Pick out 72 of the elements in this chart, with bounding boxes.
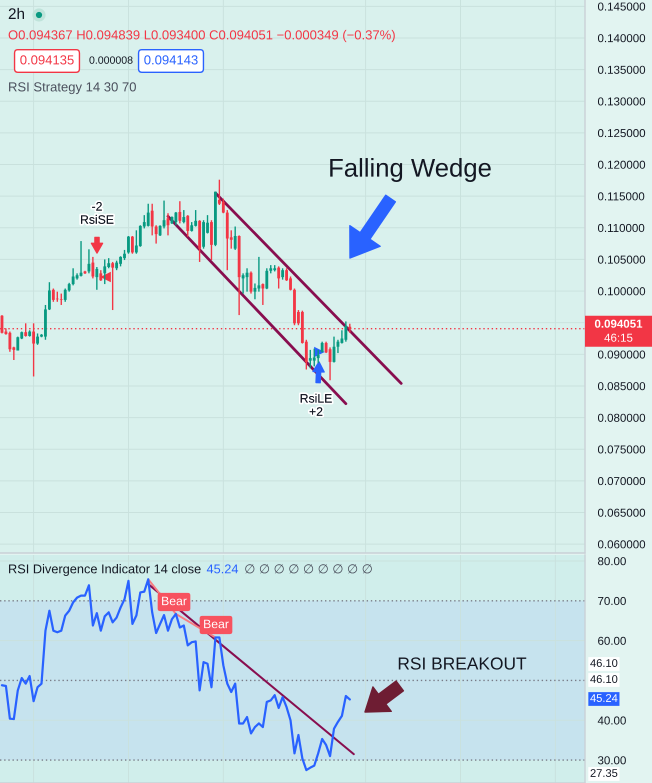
candlestick — [119, 256, 122, 268]
y-tick-label: 60.00 — [598, 636, 626, 645]
text: O0.094367 H0.094839 L0.093400 C0.094051 −0.000349 (−0.37%) — [8, 30, 395, 42]
candlestick — [246, 268, 248, 292]
text: RSI Divergence Indicator 14 close — [9, 564, 201, 576]
y-tick-label: 70.00 — [598, 596, 626, 606]
y-tick-label: 0.115000 — [598, 192, 644, 200]
text: 45.24 — [590, 694, 618, 702]
annotation: 0.094135 — [20, 55, 74, 65]
candlestick — [80, 240, 82, 278]
candlestick — [242, 272, 245, 294]
candlestick — [194, 209, 198, 228]
annotation: RSI BREAKOUT — [398, 657, 526, 670]
y-tick-label: 0.075000 — [598, 445, 646, 454]
y-tick-label: 0.110000 — [598, 224, 644, 232]
candlestick — [52, 288, 55, 303]
y-tick-label: 0.125000 — [598, 129, 646, 138]
annotation: RsiLE +2 — [300, 394, 332, 416]
ref-line-label: 0.094051 — [594, 320, 642, 328]
annotation: Bear — [204, 620, 229, 628]
y-tick-label: 0.140000 — [598, 34, 646, 42]
candlestick — [130, 235, 134, 254]
candlestick — [190, 221, 194, 232]
candlestick — [344, 320, 348, 342]
y-tick-label: 0.100000 — [598, 287, 646, 296]
y-tick-label: 0.090000 — [598, 350, 646, 359]
annotation: Falling Wedge — [330, 158, 491, 182]
text: 46:15 — [604, 334, 632, 342]
candlestick — [88, 248, 90, 274]
text: 46.10 — [590, 659, 618, 667]
y-tick-label: 40.00 — [598, 716, 626, 725]
candlestick — [277, 266, 280, 290]
candlestick — [91, 256, 94, 280]
candlestick — [210, 219, 213, 261]
chart-title: 2h — [8, 8, 24, 19]
candlestick — [127, 235, 130, 254]
y-tick-label: 0.070000 — [598, 476, 646, 486]
annotation: Bear — [162, 596, 187, 606]
candlestick — [261, 282, 264, 306]
candlestick — [36, 332, 39, 346]
candlestick — [281, 268, 284, 280]
text: 46.10 — [590, 675, 618, 683]
y-tick-label: 0.085000 — [598, 382, 646, 390]
y-tick-label: 0.065000 — [598, 508, 646, 517]
line-series — [0, 578, 351, 772]
candlestick — [24, 322, 28, 338]
y-tick-label: 0.130000 — [598, 97, 646, 106]
annotation: 0.094143 — [144, 55, 198, 65]
y-tick-label: 0.060000 — [598, 540, 646, 548]
candlestick — [56, 290, 59, 303]
y-tick-label: 0.120000 — [598, 160, 646, 169]
y-tick-label: 0.135000 — [598, 66, 646, 74]
y-tick-label: 80.00 — [598, 557, 626, 566]
y-tick-label: 0.105000 — [598, 256, 646, 264]
annotation: 45.24 — [206, 564, 238, 574]
annotation: 0.000008 — [89, 56, 133, 64]
candlestick — [250, 270, 252, 294]
text: 27.35 — [590, 769, 618, 777]
candlestick — [178, 200, 182, 224]
candlestick — [115, 260, 118, 271]
candlestick — [166, 212, 170, 236]
y-tick-label: 30.00 — [598, 756, 626, 764]
candlestick — [32, 322, 36, 378]
candlestick — [257, 256, 260, 292]
y-tick-label: 0.080000 — [598, 414, 646, 422]
annotation: -2 RsiSE — [81, 202, 114, 224]
annotation: RSI Strategy 14 30 70 — [9, 82, 136, 94]
y-tick-label: 0.145000 — [598, 2, 646, 11]
candlestick — [174, 211, 178, 226]
annotation: ∅ ∅ ∅ ∅ ∅ ∅ ∅ ∅ ∅ — [245, 564, 372, 574]
candlestick — [332, 336, 336, 364]
candlestick — [95, 266, 98, 290]
